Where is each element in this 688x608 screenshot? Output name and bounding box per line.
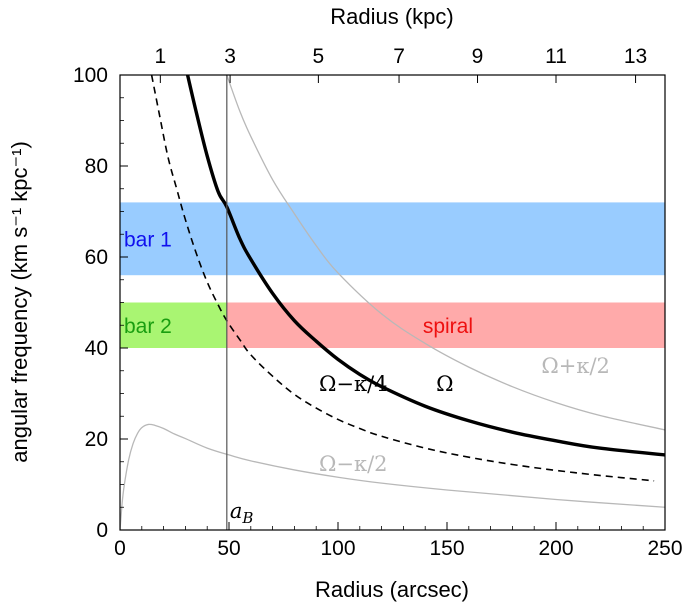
curve-label-4: Ω−κ/2 [319,452,388,476]
series-line-4 [120,423,665,530]
y-tick-label-0: 0 [96,519,108,542]
y-tick-label-4: 80 [85,155,108,178]
x2-tick-label-5: 11 [545,45,567,68]
curve-label-3: Ω+κ/2 [541,354,610,378]
bands-layer: bar 1 bar 2 spiral [120,202,665,348]
band-label-bar-1: bar 1 [124,228,172,251]
series-line-3 [226,75,665,431]
band-label-bar-2: bar 2 [124,315,172,338]
x2-tick-label-1: 3 [224,45,236,68]
series-layer [120,75,665,530]
x-axis-title: Radius (arcsec) [315,577,469,602]
x2-tick-label-4: 9 [472,45,484,68]
y-axis-title: angular frequency (km s⁻¹ kpc⁻¹) [7,141,32,463]
band-label-spiral: spiral [423,315,473,338]
x2-tick-label-6: 13 [624,45,647,68]
x-tick-label-2: 100 [320,537,355,560]
y-tick-label-1: 20 [85,428,108,451]
y-tick-label-3: 60 [85,246,108,269]
x-tick-label-5: 250 [647,537,682,560]
y-tick-label-2: 40 [85,337,108,360]
series-line-2 [150,75,655,482]
band-bar-1 [120,202,665,276]
x-tick-label-4: 200 [538,537,573,560]
labels-layer: Ω−κ/4 Ω Ω+κ/2 Ω−κ/2 aB [230,354,610,527]
x2-tick-label-2: 5 [313,45,325,68]
x-tick-label-1: 50 [217,537,240,560]
vline-label-ab: aB [230,499,254,527]
y-tick-label-5: 100 [73,64,108,87]
x2-tick-label-3: 7 [393,45,405,68]
x-tick-label-0: 0 [114,537,126,560]
x2-tick-label-0: 1 [154,45,166,68]
vline-label-sub: B [241,509,253,527]
series-line-1 [185,75,665,457]
curve-label-2: Ω [436,372,453,396]
curve-label-1: Ω−κ/4 [319,372,388,396]
x-tick-label-3: 150 [429,537,464,560]
band-bar-2 [120,302,227,348]
x2-axis-title: Radius (kpc) [330,4,453,29]
vline-label-main: a [230,499,243,523]
